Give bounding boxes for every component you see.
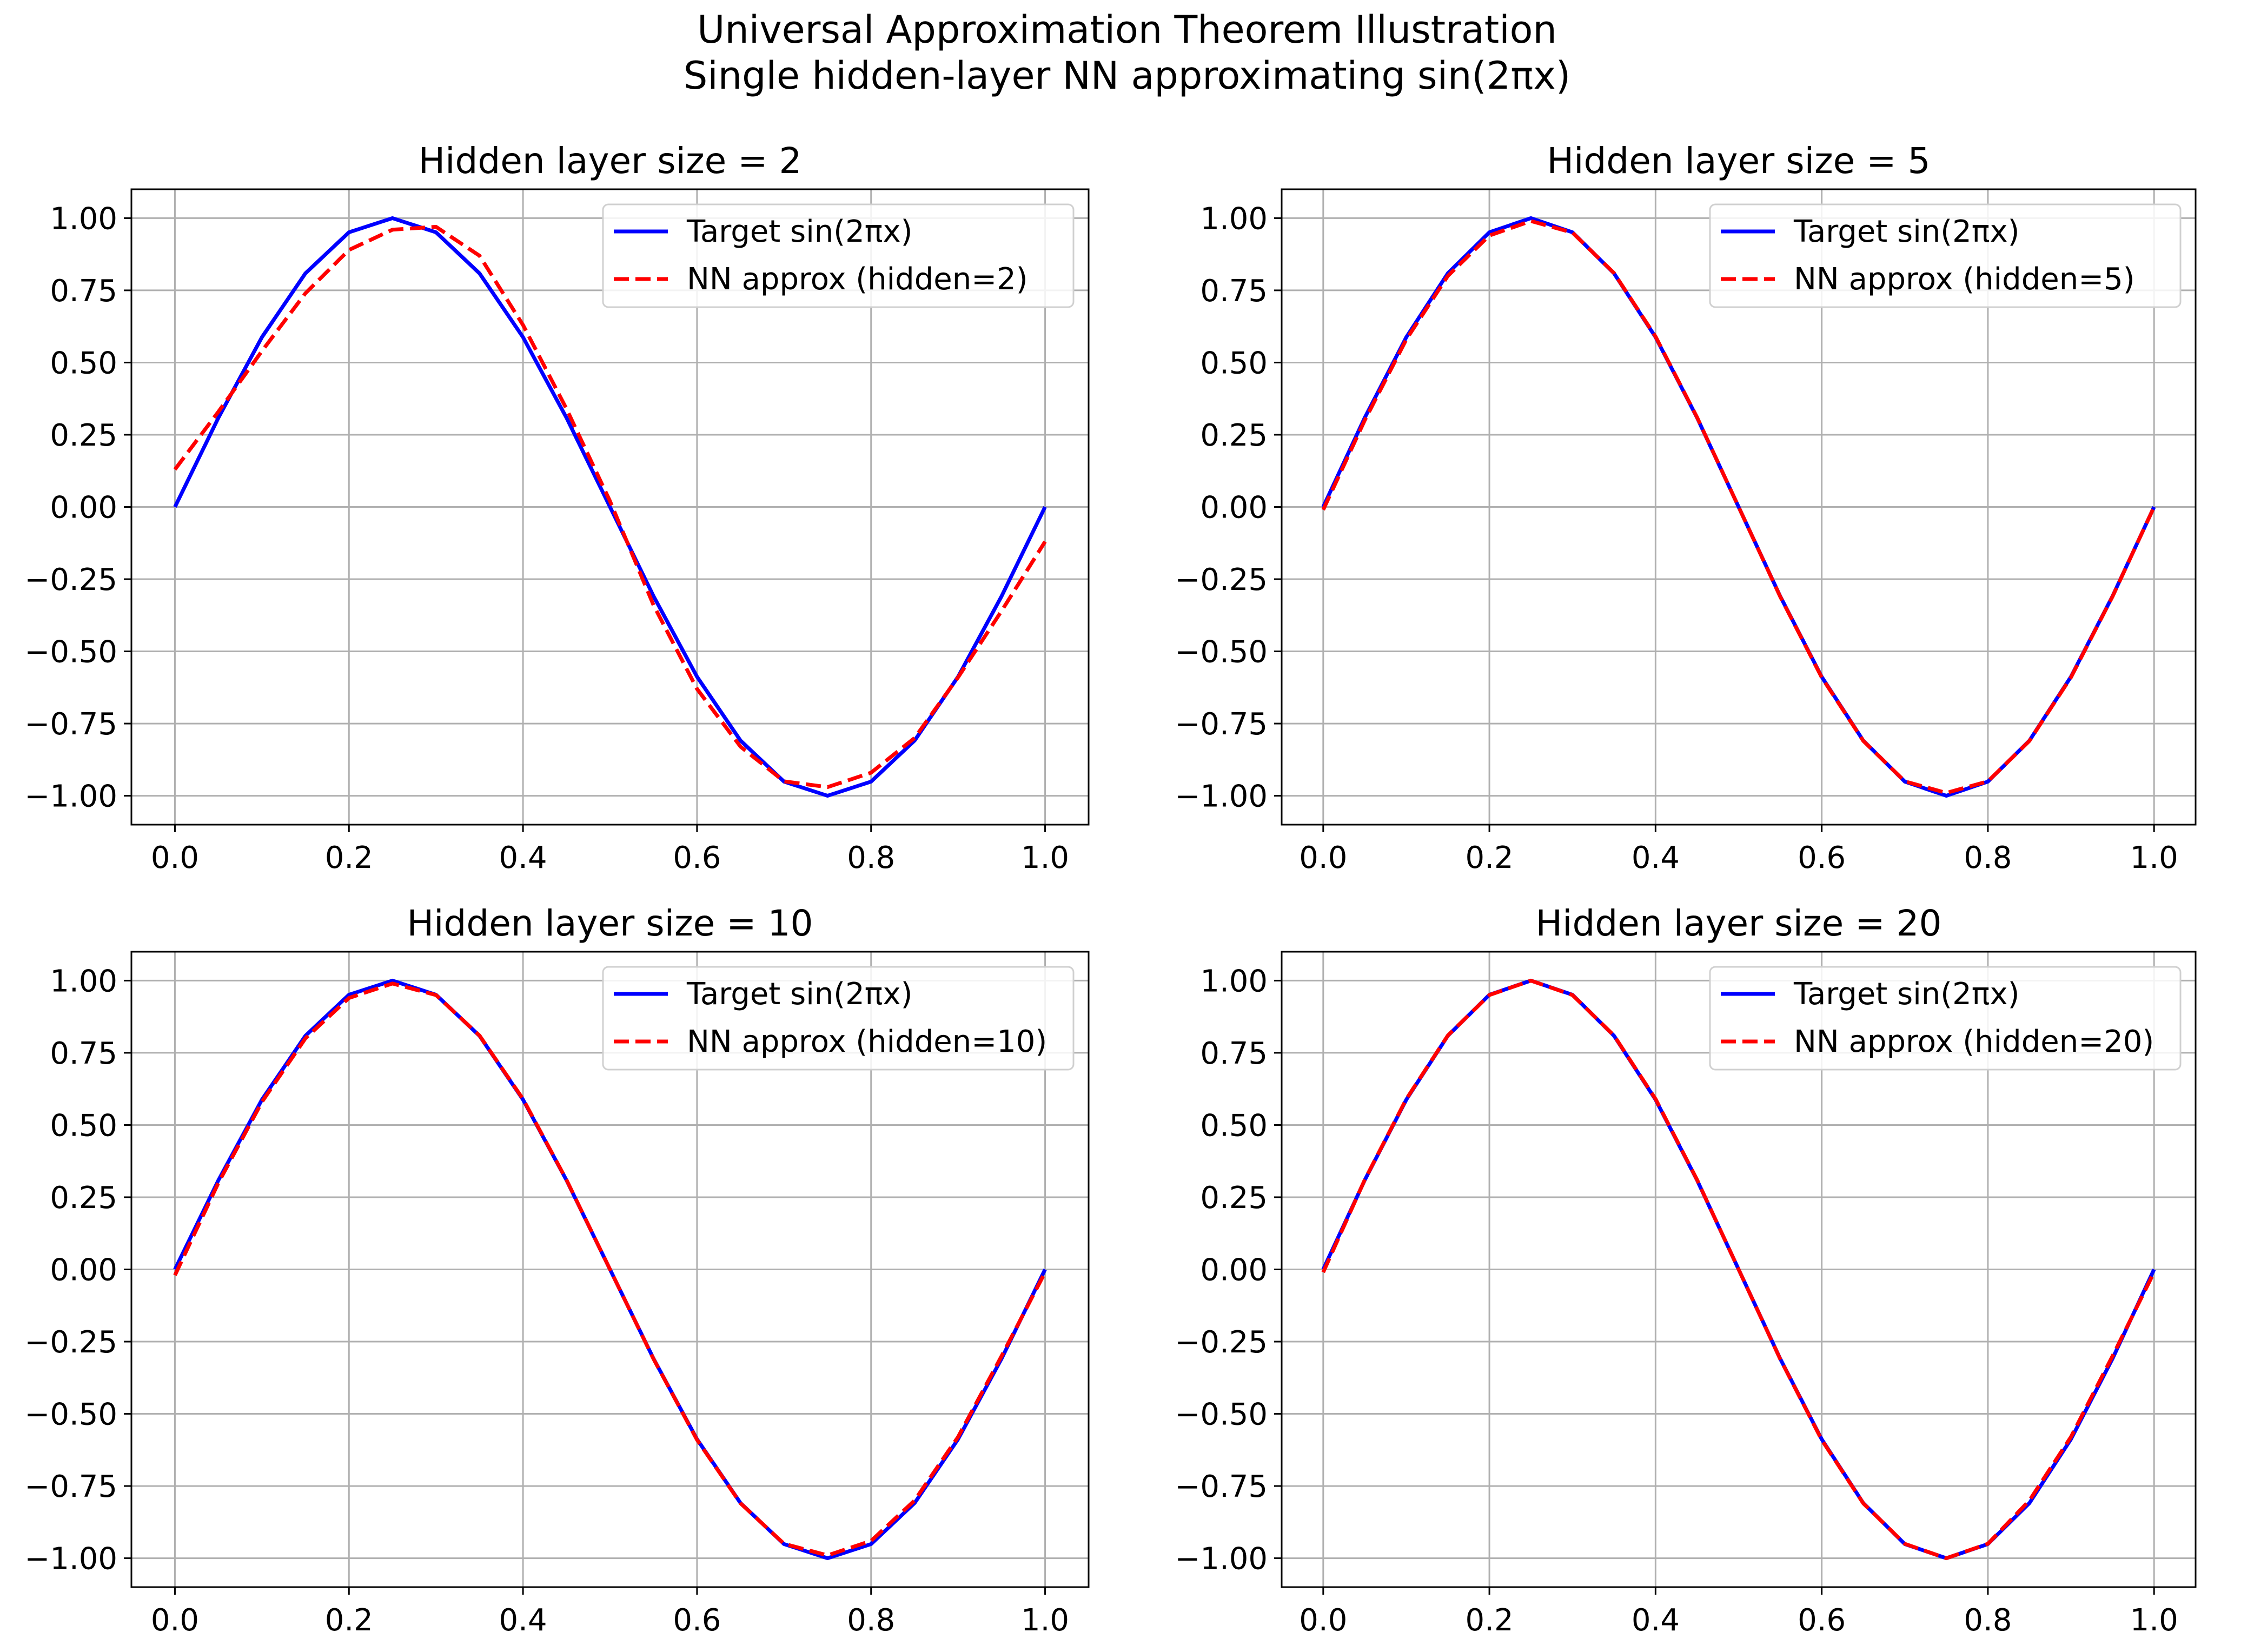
legend: Target sin(2πx) NN approx (hidden=20): [1709, 966, 2182, 1071]
x-tick-label: 1.0: [2130, 1603, 2178, 1638]
x-tick-label: 0.4: [1632, 840, 1680, 875]
y-tick-label: −0.25: [1175, 1325, 1268, 1360]
y-tick-label: 0.00: [50, 1253, 117, 1288]
y-tick-label: 0.25: [1200, 418, 1268, 453]
y-tick-label: −0.75: [24, 1469, 117, 1504]
approx-series-line: [173, 981, 1047, 1557]
y-tick-label: 0.50: [50, 346, 117, 381]
legend-box: [602, 966, 1075, 1071]
y-tick-label: −0.75: [1175, 707, 1268, 742]
legend-entry-label: Target sin(2πx): [1793, 214, 2019, 249]
y-tick-label: 0.25: [50, 418, 117, 453]
legend-box: [1709, 203, 2182, 308]
legend: Target sin(2πx) NN approx (hidden=2): [602, 203, 1075, 308]
legend-entry-label: NN approx (hidden=2): [687, 262, 1028, 297]
y-tick-label: 1.00: [1200, 201, 1268, 236]
legend-entry-label: NN approx (hidden=10): [687, 1024, 1047, 1059]
y-tick-label: −0.25: [24, 562, 117, 598]
figure-title-line2: Single hidden-layer NN approximating sin…: [683, 54, 1571, 98]
x-tick-label: 0.8: [847, 840, 895, 875]
x-tick-label: 0.2: [1466, 840, 1514, 875]
x-tick-label: 0.8: [1964, 1603, 2012, 1638]
y-tick-label: 0.50: [50, 1108, 117, 1143]
x-tick-label: 0.4: [499, 1603, 547, 1638]
figure-title-line1: Universal Approximation Theorem Illustra…: [697, 8, 1557, 52]
y-tick-label: 0.50: [1200, 346, 1268, 381]
legend-box: [602, 203, 1075, 308]
target-series-line: [173, 216, 1047, 798]
subplot-2: 0.0 0.2 0.4 0.6 0.8 1.0 1.00 0.75 0.50 0.25 0.00 −0…: [1175, 140, 2197, 875]
x-tick-label: 0.8: [1964, 840, 2012, 875]
legend-entry-label: Target sin(2πx): [686, 977, 912, 1012]
y-tick-label: 0.50: [1200, 1108, 1268, 1143]
y-tick-label: −1.00: [24, 1542, 117, 1577]
y-tick-label: 0.00: [1200, 490, 1268, 526]
subplot-title: Hidden layer size = 2: [419, 140, 802, 182]
approx-series-line: [1321, 219, 2156, 795]
y-tick-label: −0.25: [1175, 562, 1268, 598]
subplot-title: Hidden layer size = 5: [1547, 140, 1931, 182]
y-tick-label: 0.00: [50, 490, 117, 526]
approx-series-line: [173, 224, 1047, 789]
x-tick-label: 0.8: [847, 1603, 895, 1638]
x-tick-label: 0.0: [151, 840, 199, 875]
x-tick-label: 1.0: [2130, 840, 2178, 875]
subplot-title: Hidden layer size = 10: [407, 903, 813, 944]
y-tick-label: −0.50: [1175, 1397, 1268, 1432]
subplot-4: 0.0 0.2 0.4 0.6 0.8 1.0 1.00 0.75 0.50 0.25 0.00 −0…: [1175, 903, 2197, 1638]
subplot-title: Hidden layer size = 20: [1536, 903, 1942, 944]
x-tick-label: 0.0: [1299, 1603, 1347, 1638]
x-tick-label: 0.0: [151, 1603, 199, 1638]
y-tick-label: 0.25: [50, 1180, 117, 1216]
y-tick-label: −0.50: [1175, 635, 1268, 670]
legend-entry-label: NN approx (hidden=20): [1794, 1024, 2154, 1059]
legend-entry-label: NN approx (hidden=5): [1794, 262, 2135, 297]
approx-series-line: [1321, 978, 2156, 1561]
x-tick-label: 0.2: [325, 840, 373, 875]
y-tick-label: −1.00: [24, 779, 117, 814]
y-tick-label: 0.75: [50, 274, 117, 309]
y-tick-label: −1.00: [1175, 779, 1268, 814]
y-tick-label: 1.00: [50, 964, 117, 999]
y-tick-label: 0.00: [1200, 1253, 1268, 1288]
x-tick-label: 0.6: [1798, 1603, 1846, 1638]
x-tick-label: 0.6: [1798, 840, 1846, 875]
x-tick-label: 0.4: [499, 840, 547, 875]
x-tick-label: 0.6: [673, 840, 721, 875]
y-tick-label: −0.75: [1175, 1469, 1268, 1504]
y-tick-label: −0.50: [24, 635, 117, 670]
y-tick-label: 0.75: [1200, 274, 1268, 309]
legend-box: [1709, 966, 2182, 1071]
y-tick-label: −0.50: [24, 1397, 117, 1432]
x-tick-label: 0.2: [325, 1603, 373, 1638]
y-tick-label: −1.00: [1175, 1542, 1268, 1577]
y-tick-label: 0.25: [1200, 1180, 1268, 1216]
legend-entry-label: Target sin(2πx): [1793, 977, 2019, 1012]
y-tick-label: −0.25: [24, 1325, 117, 1360]
x-tick-label: 0.6: [673, 1603, 721, 1638]
x-tick-label: 0.2: [1466, 1603, 1514, 1638]
x-tick-label: 1.0: [1021, 840, 1069, 875]
subplot-3: 0.0 0.2 0.4 0.6 0.8 1.0 1.00 0.75 0.50 0.25 0.00 −0…: [24, 903, 1090, 1638]
y-tick-label: 0.75: [50, 1036, 117, 1071]
legend: Target sin(2πx) NN approx (hidden=10): [602, 966, 1075, 1071]
x-tick-label: 1.0: [1021, 1603, 1069, 1638]
legend-entry-label: Target sin(2πx): [686, 214, 912, 249]
y-tick-label: 1.00: [50, 201, 117, 236]
legend: Target sin(2πx) NN approx (hidden=5): [1709, 203, 2182, 308]
subplot-1: 0.0 0.2 0.4 0.6 0.8 1.0 1.00 0.75 0.50 0.25 0.00 −0…: [24, 140, 1090, 875]
x-tick-label: 0.0: [1299, 840, 1347, 875]
y-tick-label: 1.00: [1200, 964, 1268, 999]
y-tick-label: −0.75: [24, 707, 117, 742]
x-tick-label: 0.4: [1632, 1603, 1680, 1638]
y-tick-label: 0.75: [1200, 1036, 1268, 1071]
